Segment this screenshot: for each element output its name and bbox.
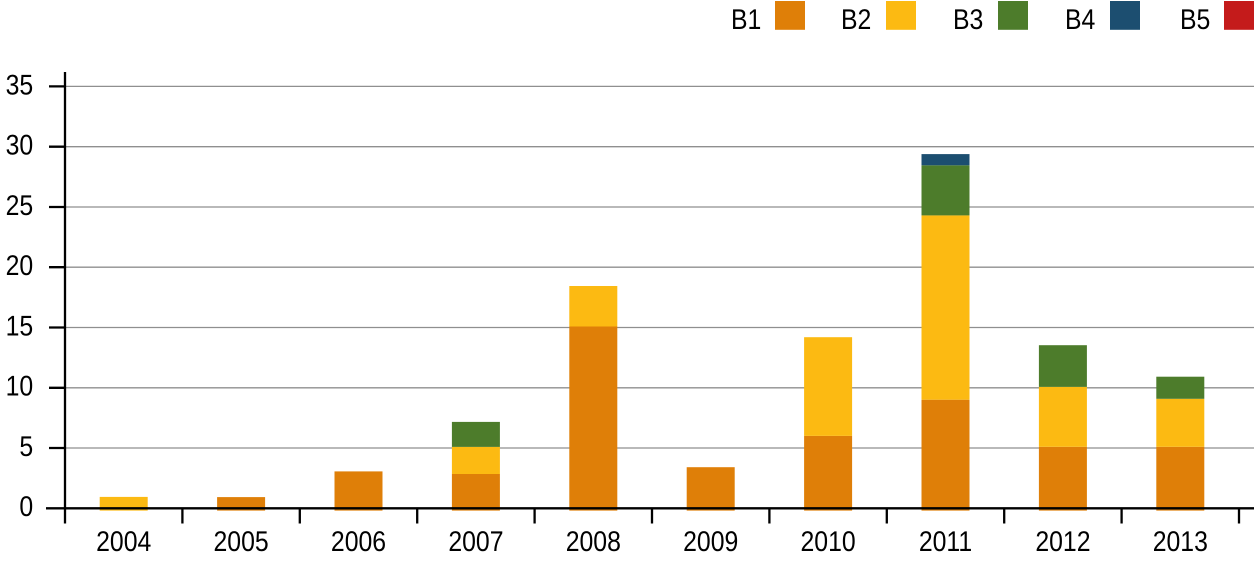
svg-text:2008: 2008 (566, 526, 621, 558)
svg-text:20: 20 (6, 250, 34, 282)
svg-text:2013: 2013 (1153, 526, 1208, 558)
svg-text:10: 10 (6, 371, 34, 403)
svg-text:B2: B2 (841, 4, 871, 36)
svg-text:2010: 2010 (801, 526, 856, 558)
svg-text:35: 35 (6, 69, 34, 101)
svg-text:B1: B1 (731, 4, 761, 36)
svg-text:5: 5 (19, 431, 33, 463)
svg-text:2012: 2012 (1035, 526, 1090, 558)
svg-text:2007: 2007 (448, 526, 503, 558)
svg-text:B3: B3 (953, 4, 983, 36)
svg-text:0: 0 (19, 491, 33, 523)
svg-text:15: 15 (6, 310, 34, 342)
svg-text:B4: B4 (1065, 4, 1095, 36)
svg-text:2004: 2004 (96, 526, 151, 558)
svg-text:2005: 2005 (214, 526, 269, 558)
svg-text:B5: B5 (1180, 4, 1210, 36)
svg-text:25: 25 (6, 190, 34, 222)
svg-text:2006: 2006 (331, 526, 386, 558)
svg-text:30: 30 (6, 130, 34, 162)
svg-text:2009: 2009 (683, 526, 738, 558)
svg-text:2011: 2011 (919, 526, 972, 558)
